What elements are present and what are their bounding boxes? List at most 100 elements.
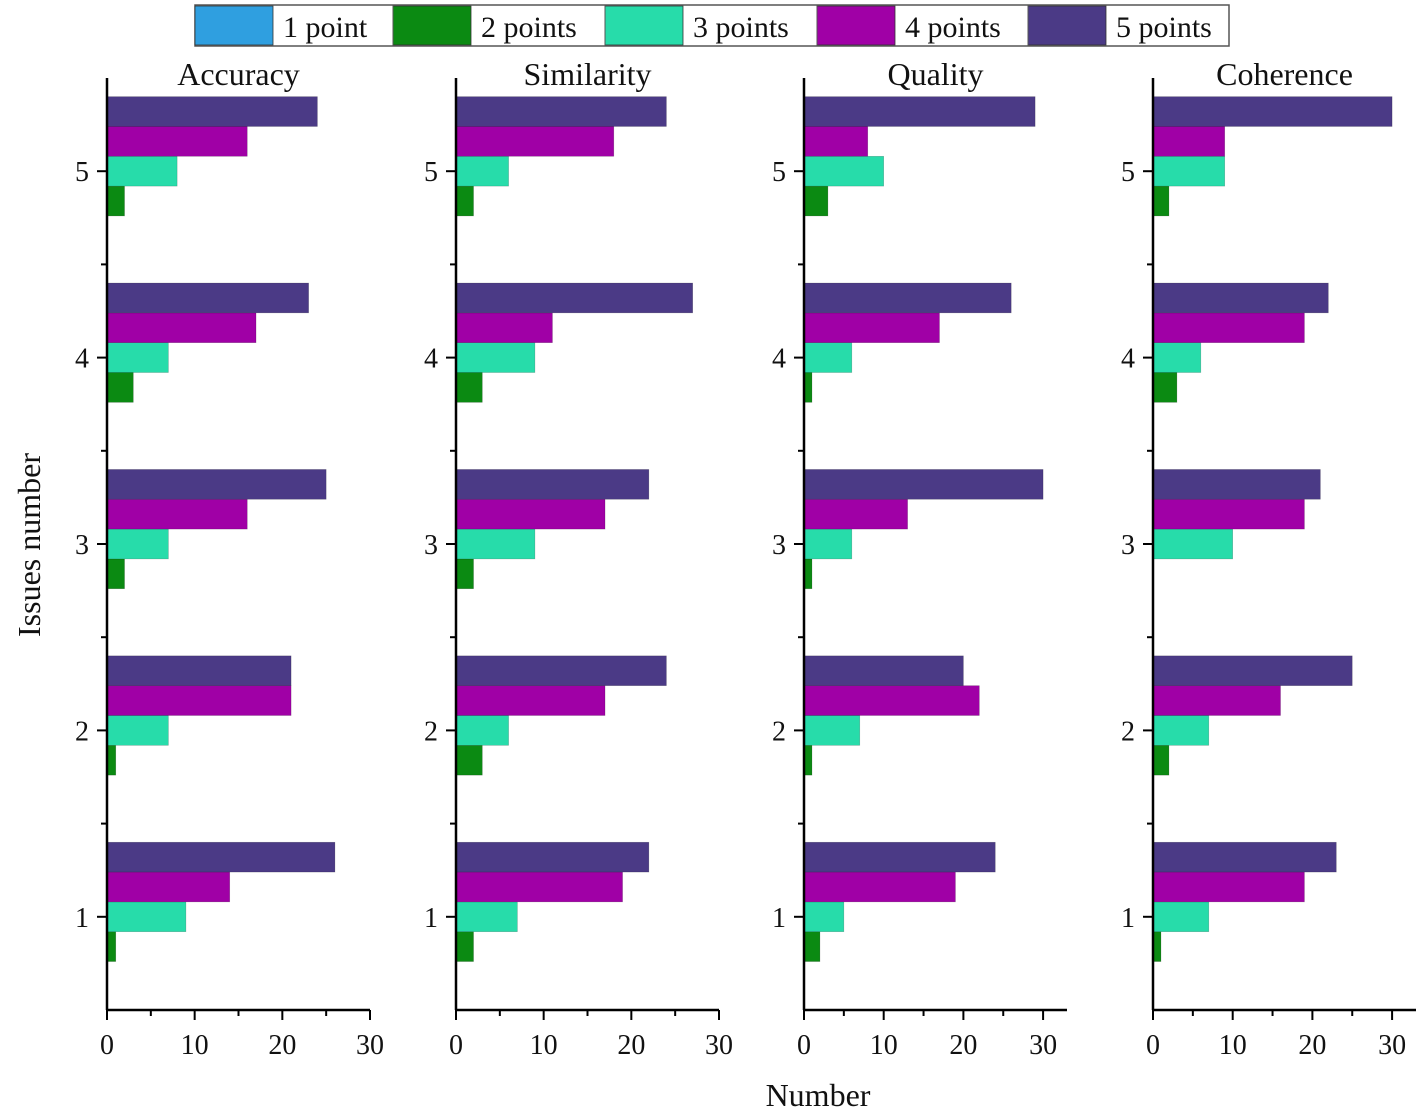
bar — [455, 372, 483, 403]
bar — [1152, 96, 1393, 127]
y-tick-label: 3 — [75, 530, 89, 561]
bar — [106, 558, 125, 590]
bar — [455, 901, 518, 933]
y-tick-label: 1 — [1121, 903, 1135, 934]
x-axis-label: Number — [766, 1077, 871, 1113]
bar — [455, 655, 667, 686]
bar — [803, 342, 853, 373]
panel-title: Quality — [888, 56, 984, 92]
bar — [455, 558, 474, 590]
bar — [106, 282, 309, 314]
bar — [1152, 871, 1305, 903]
legend-swatch — [1027, 5, 1107, 46]
bar — [455, 469, 650, 500]
bar — [106, 931, 117, 962]
bar — [803, 185, 829, 217]
x-tick-label: 10 — [870, 1030, 898, 1061]
x-tick-label: 10 — [530, 1030, 558, 1061]
bar — [455, 715, 509, 746]
bar — [1152, 685, 1281, 716]
bar — [1152, 372, 1178, 403]
bar — [1152, 745, 1170, 776]
bar — [106, 372, 134, 403]
legend-label: 3 points — [693, 11, 789, 44]
y-tick-label: 5 — [75, 157, 89, 188]
bar — [803, 282, 1012, 314]
x-tick-label: 20 — [617, 1030, 645, 1061]
bar — [803, 685, 980, 716]
bar — [803, 715, 861, 746]
legend-swatch — [392, 5, 472, 46]
bar — [106, 312, 257, 343]
legend-label: 5 points — [1116, 11, 1212, 44]
bar — [455, 528, 536, 560]
bar — [455, 745, 483, 776]
bar — [106, 96, 318, 127]
x-tick-label: 30 — [705, 1030, 733, 1061]
bar — [803, 96, 1036, 127]
bar — [1152, 312, 1305, 343]
bar — [455, 931, 474, 962]
bar — [803, 931, 821, 962]
bar — [455, 312, 553, 343]
bar — [1152, 469, 1321, 500]
bar — [803, 498, 908, 530]
bar — [455, 96, 667, 127]
panel-title: Accuracy — [177, 56, 300, 92]
x-tick-label: 20 — [1298, 1030, 1326, 1061]
bar — [106, 342, 169, 373]
bar — [455, 185, 474, 217]
bar — [455, 155, 509, 187]
x-tick-label: 30 — [1029, 1030, 1057, 1061]
y-tick-label: 5 — [424, 157, 438, 188]
bar — [106, 901, 187, 933]
bar — [106, 715, 169, 746]
bar — [803, 528, 853, 560]
legend-swatch — [604, 5, 684, 46]
bar — [803, 469, 1044, 500]
bar — [1152, 715, 1210, 746]
bar — [455, 841, 650, 873]
y-tick-label: 1 — [75, 903, 89, 934]
bar — [106, 498, 248, 530]
x-tick-label: 30 — [356, 1030, 384, 1061]
bar — [455, 685, 606, 716]
legend-label: 2 points — [481, 11, 577, 44]
legend-label: 4 points — [905, 11, 1001, 44]
bar — [106, 871, 231, 903]
bar — [1152, 528, 1233, 560]
x-tick-label: 30 — [1378, 1030, 1406, 1061]
legend-swatch — [194, 5, 274, 46]
y-tick-label: 3 — [772, 530, 786, 561]
legend: 1 point 2 points 3 points 4 points 5 points — [194, 4, 1230, 47]
y-tick-label: 1 — [424, 903, 438, 934]
x-tick-label: 10 — [181, 1030, 209, 1061]
y-axis-label: Issues number — [11, 453, 47, 637]
panel-quality: Quality 1 2 3 4 5 0 10 20 30 — [772, 56, 1067, 1061]
bar — [106, 528, 169, 560]
bar — [803, 871, 956, 903]
y-tick-label: 3 — [424, 530, 438, 561]
y-tick-label: 4 — [424, 344, 438, 375]
bar — [1152, 282, 1329, 314]
bar — [106, 185, 125, 217]
panel-accuracy: Accuracy 1 2 3 4 5 0 10 20 30 — [75, 56, 384, 1061]
panel-similarity: Similarity 1 2 3 4 5 0 10 20 30 — [424, 56, 733, 1061]
y-tick-label: 4 — [1121, 344, 1135, 375]
y-tick-label: 2 — [1121, 716, 1135, 747]
x-tick-label: 0 — [100, 1030, 114, 1061]
bar — [106, 469, 327, 500]
bar — [803, 155, 884, 187]
bar — [1152, 655, 1353, 686]
bar — [106, 685, 292, 716]
y-tick-label: 3 — [1121, 530, 1135, 561]
x-tick-label: 10 — [1219, 1030, 1247, 1061]
legend-swatch — [816, 5, 896, 46]
bar — [803, 126, 869, 157]
bar — [455, 282, 693, 314]
bar — [455, 342, 536, 373]
x-tick-label: 20 — [268, 1030, 296, 1061]
x-tick-label: 0 — [449, 1030, 463, 1061]
bar — [803, 655, 964, 686]
